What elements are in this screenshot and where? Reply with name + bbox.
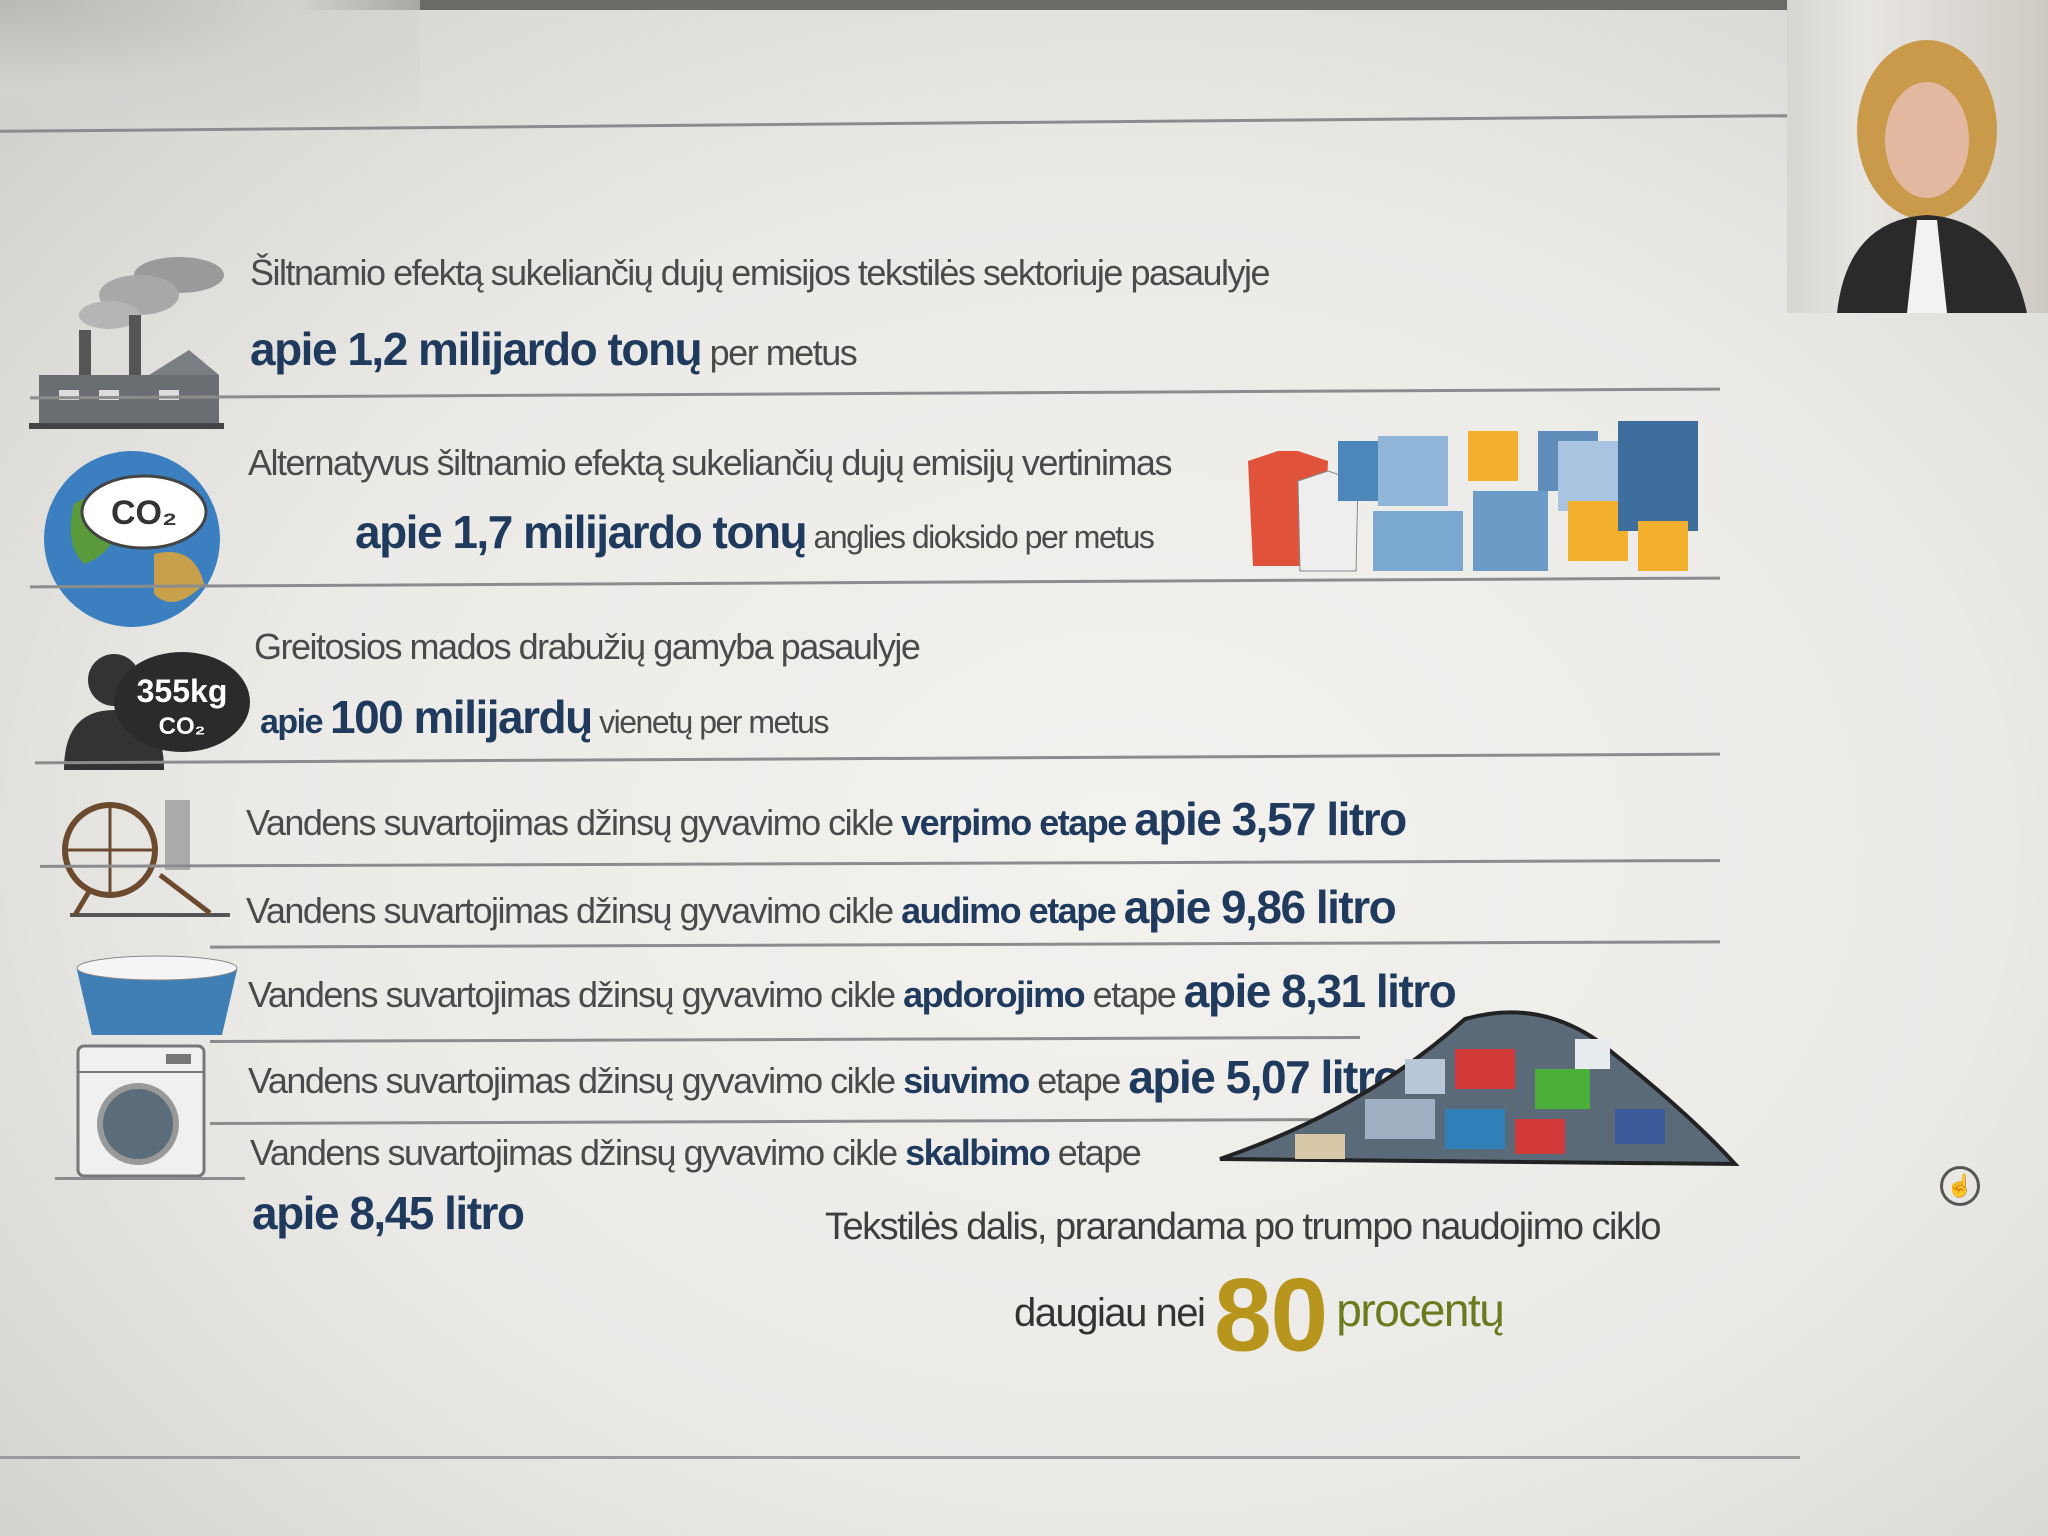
divider (0, 1456, 1800, 1459)
vignette (0, 0, 420, 120)
water-row-5: Vandens suvartojimas džinsų gyvavimo cik… (250, 1132, 1142, 1173)
svg-text:355kg: 355kg (137, 673, 228, 709)
screen-bezel (0, 0, 2048, 10)
row1-title: Šiltnamio efektą sukeliančių dujų emisij… (250, 252, 1271, 293)
divider (55, 1177, 245, 1180)
water-row-1: Vandens suvartojimas džinsų gyvavimo cik… (246, 793, 1407, 845)
water-value: apie 3,57 litro (1134, 793, 1407, 845)
water-value: apie 5,07 litro (1128, 1051, 1401, 1103)
row2-pre: apie (355, 506, 453, 558)
svg-text:CO₂: CO₂ (159, 713, 206, 740)
row3-pre: apie (260, 703, 330, 741)
row1-pre: apie (250, 323, 348, 375)
hand-cursor-icon[interactable]: ☝ (1940, 1166, 1980, 1206)
row1-value: 1,2 milijardo tonų (347, 323, 702, 375)
clothes-pile-icon (1219, 1010, 1740, 1167)
presenter-video (1787, 0, 2048, 313)
row1-post: per metus (701, 332, 858, 373)
water-value: apie 8,45 litro (252, 1187, 525, 1239)
waste-pre: daugiau nei (1014, 1291, 1206, 1335)
divider (209, 1117, 1361, 1126)
wash-basin-icon (76, 955, 238, 1035)
water-value: apie 8,31 litro (1183, 965, 1457, 1017)
water-row-3: Vandens suvartojimas džinsų gyvavimo cik… (248, 965, 1457, 1017)
factory-icon (29, 257, 224, 429)
row2-post: anglies dioksido per metus (806, 519, 1155, 555)
spinning-wheel-icon (62, 800, 230, 917)
waste-post: procentų (1336, 1284, 1505, 1336)
divider (209, 1035, 1361, 1044)
divider (39, 859, 1721, 868)
row3-title: Greitosios mados drabužių gamyba pasauly… (254, 626, 921, 667)
waste-title: Tekstilės dalis, prarandama po trumpo na… (825, 1206, 1662, 1248)
row2-title: Alternatyvus šiltnamio efektą sukelianči… (248, 442, 1172, 483)
divider (209, 940, 1721, 949)
clothes-icon (1248, 421, 1698, 572)
svg-text:CO₂: CO₂ (111, 494, 177, 532)
water-row-4: Vandens suvartojimas džinsų gyvavimo cik… (248, 1051, 1401, 1103)
globe-co2-icon: CO₂ (44, 451, 220, 627)
person-co2-icon: 355kg CO₂ (64, 652, 250, 770)
divider (35, 752, 1720, 765)
water-row-2: Vandens suvartojimas džinsų gyvavimo cik… (246, 881, 1397, 933)
water-value: apie 9,86 litro (1123, 881, 1397, 933)
divider (30, 387, 1720, 400)
row3-post: vienetų per metus (591, 704, 829, 740)
waste-number: 80 (1213, 1257, 1328, 1374)
row2-value: 1,7 milijardo tonų (452, 506, 807, 558)
washing-machine-icon (76, 1044, 206, 1178)
divider (30, 576, 1720, 589)
row3-value: 100 milijardų (329, 691, 593, 743)
